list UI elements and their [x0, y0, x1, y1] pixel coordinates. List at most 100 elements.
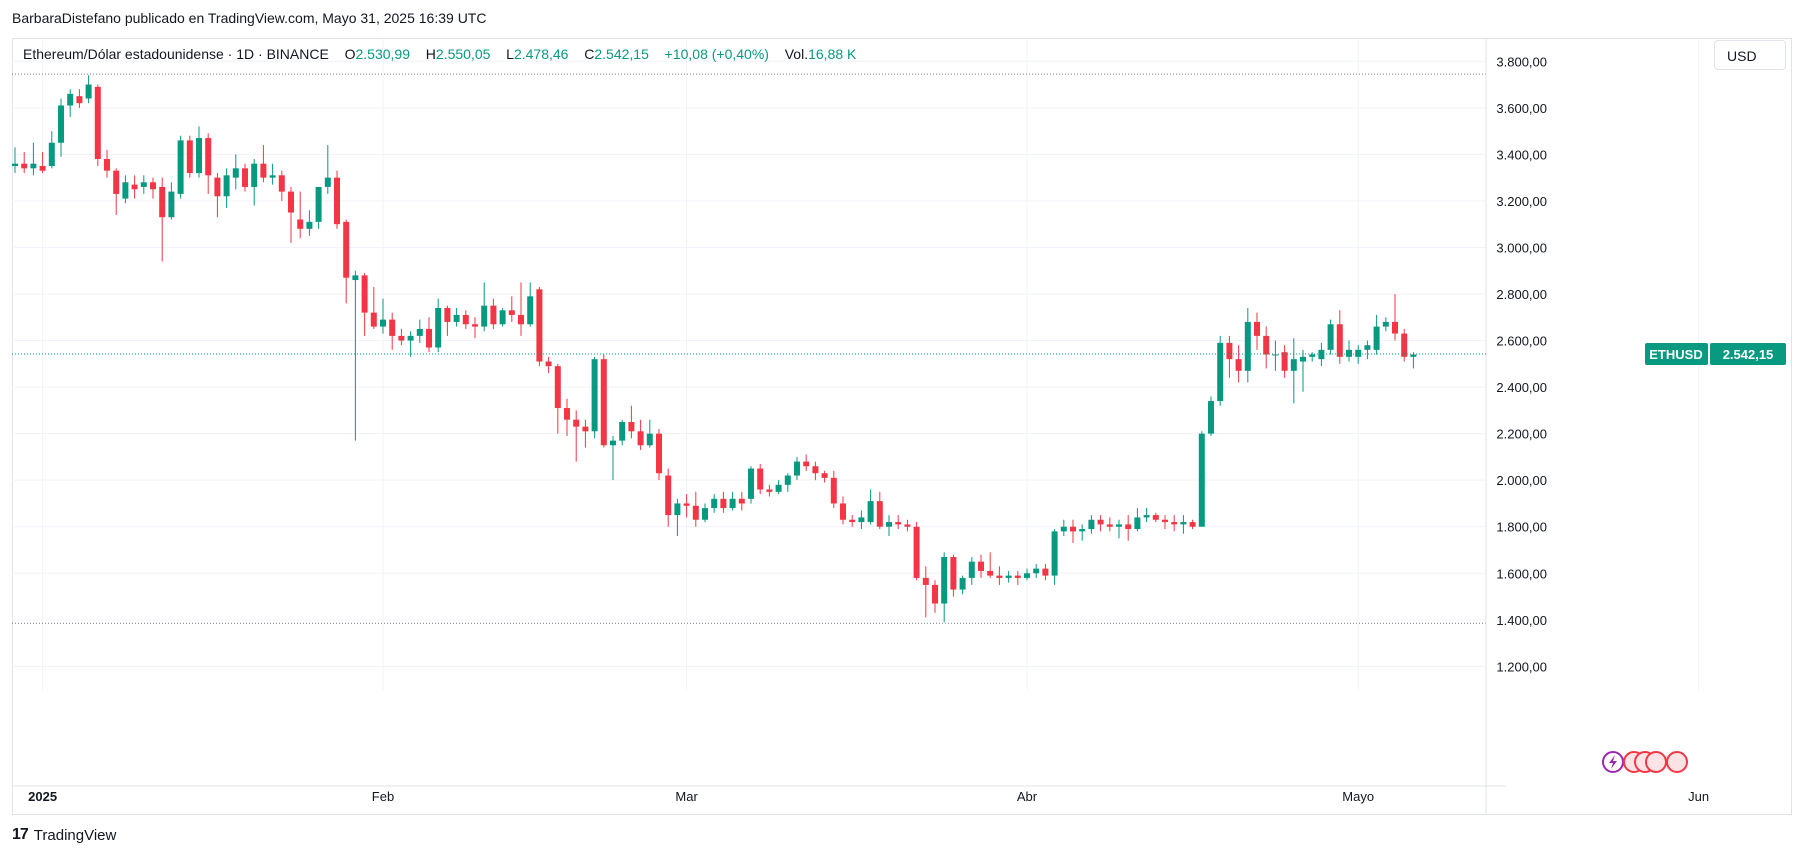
candle[interactable]	[1235, 345, 1242, 383]
candle[interactable]	[453, 307, 460, 327]
candle[interactable]	[1106, 517, 1113, 532]
candle[interactable]	[1189, 519, 1196, 530]
footer-brand[interactable]: TradingView	[33, 826, 117, 844]
candle[interactable]	[168, 182, 175, 220]
candle[interactable]	[527, 282, 534, 327]
candle[interactable]	[821, 470, 828, 483]
candle[interactable]	[58, 98, 64, 157]
candle[interactable]	[48, 131, 55, 169]
candle[interactable]	[472, 317, 478, 339]
candle[interactable]	[1281, 345, 1288, 378]
candle[interactable]	[978, 554, 984, 578]
candle[interactable]	[610, 435, 616, 481]
candle[interactable]	[959, 575, 966, 595]
candle[interactable]	[1125, 515, 1132, 541]
candle[interactable]	[1033, 563, 1040, 578]
candle[interactable]	[1079, 524, 1086, 541]
tradingview-logo-icon[interactable]: 17	[12, 826, 29, 843]
candle[interactable]	[232, 154, 239, 190]
candle[interactable]	[1401, 328, 1408, 362]
candle[interactable]	[21, 152, 28, 173]
candle[interactable]	[886, 515, 892, 537]
candle[interactable]	[1410, 352, 1417, 369]
candle[interactable]	[1226, 335, 1233, 378]
candle[interactable]	[85, 75, 92, 104]
candle[interactable]	[1152, 512, 1159, 523]
candle[interactable]	[260, 145, 267, 183]
candle[interactable]	[913, 522, 920, 581]
candle[interactable]	[932, 580, 938, 613]
candle[interactable]	[545, 356, 552, 374]
candle[interactable]	[30, 142, 37, 176]
candle[interactable]	[196, 126, 202, 178]
candle[interactable]	[352, 270, 359, 441]
candle[interactable]	[757, 463, 764, 495]
candle[interactable]	[637, 419, 644, 450]
candle[interactable]	[711, 494, 718, 513]
candle[interactable]	[334, 170, 340, 229]
candle[interactable]	[573, 410, 580, 462]
candle[interactable]	[554, 363, 561, 434]
candle[interactable]	[1051, 529, 1058, 585]
candle[interactable]	[784, 473, 791, 492]
event-flag-icon-4[interactable]	[1666, 751, 1688, 773]
candle[interactable]	[895, 515, 902, 530]
candle[interactable]	[1014, 570, 1021, 585]
candle[interactable]	[748, 466, 754, 504]
candle[interactable]	[131, 175, 138, 199]
candle[interactable]	[830, 470, 837, 509]
candle[interactable]	[619, 419, 626, 446]
candle[interactable]	[840, 496, 846, 525]
candle[interactable]	[702, 503, 708, 523]
candle[interactable]	[315, 186, 322, 229]
candle[interactable]	[591, 356, 598, 439]
candle[interactable]	[1217, 335, 1224, 406]
candle[interactable]	[242, 163, 248, 192]
candle[interactable]	[646, 419, 653, 448]
candle[interactable]	[76, 89, 83, 108]
candle[interactable]	[1116, 519, 1122, 539]
candle[interactable]	[600, 354, 607, 448]
candle[interactable]	[1070, 519, 1076, 544]
candle[interactable]	[380, 298, 386, 334]
candle[interactable]	[251, 159, 258, 206]
candle[interactable]	[508, 296, 515, 322]
candle[interactable]	[370, 287, 377, 329]
candle[interactable]	[435, 298, 442, 353]
candle[interactable]	[140, 175, 147, 194]
candle[interactable]	[67, 89, 74, 118]
candle[interactable]	[12, 147, 18, 173]
candle[interactable]	[849, 515, 856, 527]
candle[interactable]	[1143, 508, 1150, 523]
candle[interactable]	[1060, 519, 1067, 537]
candle[interactable]	[683, 494, 690, 518]
candle[interactable]	[950, 554, 957, 597]
candle[interactable]	[729, 491, 736, 511]
candle[interactable]	[407, 331, 414, 357]
candle[interactable]	[1300, 349, 1306, 392]
candle[interactable]	[1382, 317, 1389, 332]
candle[interactable]	[361, 273, 368, 336]
candle[interactable]	[1180, 515, 1187, 534]
candle[interactable]	[674, 498, 681, 537]
candle[interactable]	[867, 489, 874, 525]
candle[interactable]	[490, 298, 497, 329]
candle[interactable]	[269, 163, 276, 185]
candle[interactable]	[94, 84, 101, 166]
candle[interactable]	[205, 133, 212, 194]
candle[interactable]	[720, 491, 727, 513]
currency-button[interactable]: USD	[1714, 40, 1786, 70]
candle[interactable]	[481, 282, 488, 332]
candle[interactable]	[922, 566, 929, 618]
candle[interactable]	[1042, 563, 1049, 581]
candle[interactable]	[987, 552, 994, 578]
candle[interactable]	[518, 282, 524, 336]
candle[interactable]	[122, 175, 129, 204]
candle[interactable]	[1327, 319, 1334, 355]
candle[interactable]	[564, 398, 570, 436]
candle[interactable]	[1290, 338, 1297, 404]
candle[interactable]	[278, 170, 285, 201]
candle[interactable]	[306, 210, 313, 236]
candle[interactable]	[1272, 340, 1279, 371]
